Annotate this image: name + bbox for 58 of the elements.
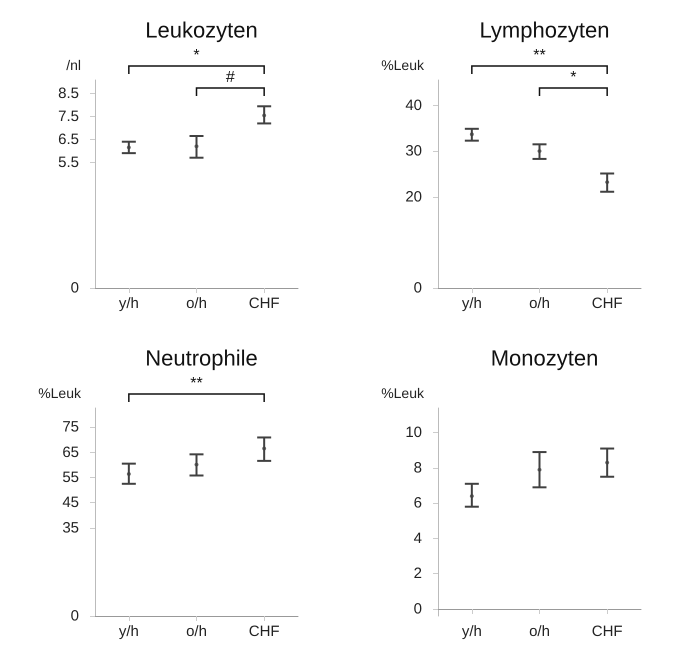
y-tick-label: 0 (414, 280, 422, 296)
point (470, 132, 474, 136)
y-tick-label: 65 (62, 444, 79, 461)
y-tick-label: 8 (414, 459, 422, 476)
y-tick-label: 45 (62, 494, 79, 512)
y-tick-label: 30 (405, 142, 422, 160)
x-tick-label: o/h (529, 295, 550, 312)
x-tick-label: CHF (592, 295, 623, 312)
x-tick-label: y/h (118, 295, 139, 312)
point (126, 145, 131, 150)
x-tick-label: y/h (462, 295, 482, 312)
y-tick-label: 40 (405, 97, 422, 114)
y-tick-label: 7.5 (58, 108, 79, 126)
y-tick-label: 20 (405, 188, 422, 206)
y-tick-label: 0 (414, 600, 422, 618)
y-tick-label: 8.5 (58, 85, 79, 102)
x-tick-label: o/h (186, 295, 207, 312)
y-tick-label: 75 (62, 418, 79, 436)
y-axis-title: %Leuk (381, 385, 425, 401)
y-axis-title: %Leuk (38, 385, 82, 401)
point (194, 144, 198, 148)
y-tick-label: 6 (414, 494, 422, 512)
x-tick-label: y/h (462, 623, 482, 640)
y-tick-label: 0 (70, 280, 79, 296)
x-tick-label: CHF (248, 295, 280, 312)
chart-title: Monozyten (490, 346, 598, 370)
annotation: * (570, 69, 576, 86)
point (470, 494, 474, 498)
point (126, 472, 131, 476)
y-tick-label: 10 (405, 424, 422, 442)
chart-title: Neutrophile (145, 346, 258, 370)
chart-title: Leukozyten (145, 18, 258, 42)
y-tick-label: 2 (414, 565, 422, 582)
y-tick-label: 6.5 (58, 130, 79, 148)
point (194, 462, 198, 467)
y-tick-label: 4 (414, 530, 422, 547)
text: ** (190, 375, 203, 392)
annotation: # (226, 69, 235, 86)
text: * (193, 47, 200, 64)
point (538, 468, 542, 472)
y-axis-title: %Leuk (381, 57, 425, 73)
x-tick-label: o/h (186, 623, 207, 640)
x-tick-label: CHF (592, 623, 623, 640)
point (262, 113, 266, 118)
x-tick-label: CHF (248, 623, 280, 640)
y-tick-label: 0 (70, 608, 79, 624)
chart-title: Lymphozyten (479, 18, 610, 42)
y-tick-label: 5.5 (58, 154, 79, 171)
point (605, 180, 610, 184)
point (262, 446, 266, 451)
text: ** (533, 47, 546, 64)
point (538, 149, 542, 154)
x-tick-label: y/h (118, 623, 139, 640)
y-axis-title: /nl (66, 57, 81, 73)
y-tick-label: 55 (62, 469, 79, 486)
y-tick-label: 35 (62, 519, 79, 536)
x-tick-label: o/h (529, 623, 550, 640)
point (605, 460, 610, 465)
